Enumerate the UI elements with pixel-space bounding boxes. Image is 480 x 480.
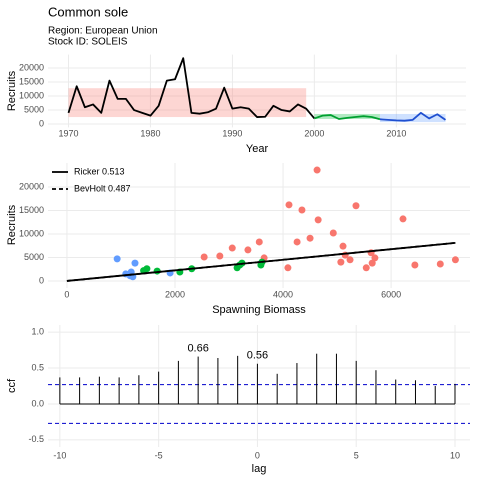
y-tick-label: 5000	[24, 252, 44, 262]
x-tick-label: 2010	[386, 128, 406, 138]
point	[451, 256, 459, 264]
point	[436, 260, 444, 268]
y-tick-label: 10000	[19, 228, 44, 238]
x-tick-label: -5	[155, 450, 163, 460]
annotation: 0.66	[187, 342, 208, 354]
point	[352, 202, 360, 210]
x-axis-title: lag	[252, 463, 267, 475]
y-tick-label: 5000	[24, 104, 44, 114]
x-tick-label: 6000	[381, 289, 401, 299]
point	[284, 264, 292, 272]
y-tick-label: 20000	[19, 181, 44, 191]
point	[362, 264, 370, 272]
point	[314, 216, 322, 224]
x-tick-label: -10	[53, 450, 66, 460]
y-tick-label: 1.0	[31, 327, 44, 337]
point	[337, 258, 345, 266]
point	[293, 238, 301, 246]
point	[411, 261, 419, 269]
y-axis-title: Recruits	[6, 204, 18, 245]
y-tick-label: 20000	[19, 62, 44, 72]
y-tick-label: 15000	[19, 76, 44, 86]
point	[313, 166, 321, 174]
chart-title: Common sole	[48, 4, 128, 19]
point	[306, 234, 314, 242]
x-tick-label: 10	[450, 450, 460, 460]
point	[113, 255, 121, 263]
point	[399, 215, 407, 223]
y-axis-title: Recruits	[6, 70, 18, 111]
x-axis-title: Spawning Biomass	[212, 304, 306, 316]
point	[228, 244, 236, 252]
point	[368, 259, 376, 267]
recruits-line	[314, 114, 381, 121]
point	[216, 252, 224, 260]
x-tick-label: 0	[64, 289, 69, 299]
y-tick-label: -0.5	[28, 434, 44, 444]
point	[200, 253, 208, 261]
x-tick-label: 5	[354, 450, 359, 460]
point	[131, 259, 139, 267]
regime-band	[379, 113, 446, 123]
x-tick-label: 4000	[273, 289, 293, 299]
annotation: 0.56	[247, 350, 268, 362]
regime-band	[68, 88, 307, 118]
y-tick-label: 15000	[19, 205, 44, 215]
x-tick-label: 2000	[304, 128, 324, 138]
subtitle: Region: European Union	[48, 26, 158, 37]
x-tick-label: 1980	[140, 128, 160, 138]
point	[244, 246, 252, 254]
recruits-line	[67, 57, 316, 120]
recruits-line	[379, 111, 447, 122]
regime-band	[314, 113, 380, 119]
y-axis-title: ccf	[6, 378, 18, 393]
y-tick-label: 0	[39, 118, 44, 128]
x-tick-label: 0	[255, 450, 260, 460]
y-tick-label: 10000	[19, 90, 44, 100]
x-tick-label: 1970	[58, 128, 78, 138]
point	[346, 256, 354, 264]
legend-label: Ricker 0.513	[74, 166, 125, 176]
y-tick-label: 0.5	[31, 362, 44, 372]
y-tick-label: 0	[39, 275, 44, 285]
x-axis-title: Year	[246, 143, 269, 155]
point	[285, 201, 293, 209]
legend-label: BevHolt 0.487	[74, 183, 131, 193]
y-tick-label: 0.0	[31, 398, 44, 408]
point	[371, 254, 379, 262]
subtitle: Stock ID: SOLEIS	[48, 37, 128, 48]
x-tick-label: 2000	[165, 289, 185, 299]
x-tick-label: 1990	[222, 128, 242, 138]
fit-line	[66, 241, 456, 282]
point	[339, 242, 347, 250]
point	[298, 206, 306, 214]
point	[329, 229, 337, 237]
point	[255, 238, 263, 246]
